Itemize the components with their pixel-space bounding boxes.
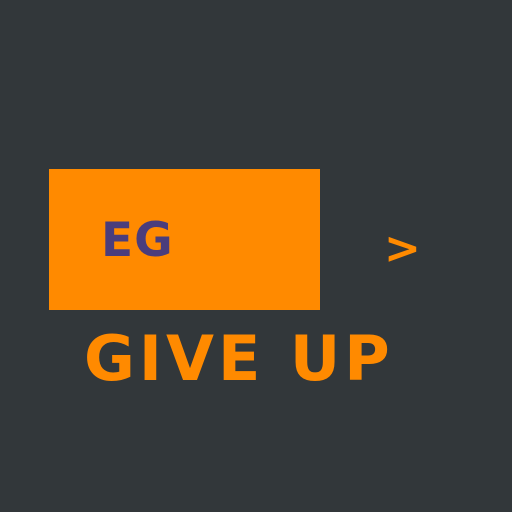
chevron-right-icon: > <box>384 224 421 274</box>
logo-box: EG <box>49 169 320 310</box>
tagline: GIVE UP <box>84 322 394 396</box>
logo-text: EG <box>101 213 174 269</box>
